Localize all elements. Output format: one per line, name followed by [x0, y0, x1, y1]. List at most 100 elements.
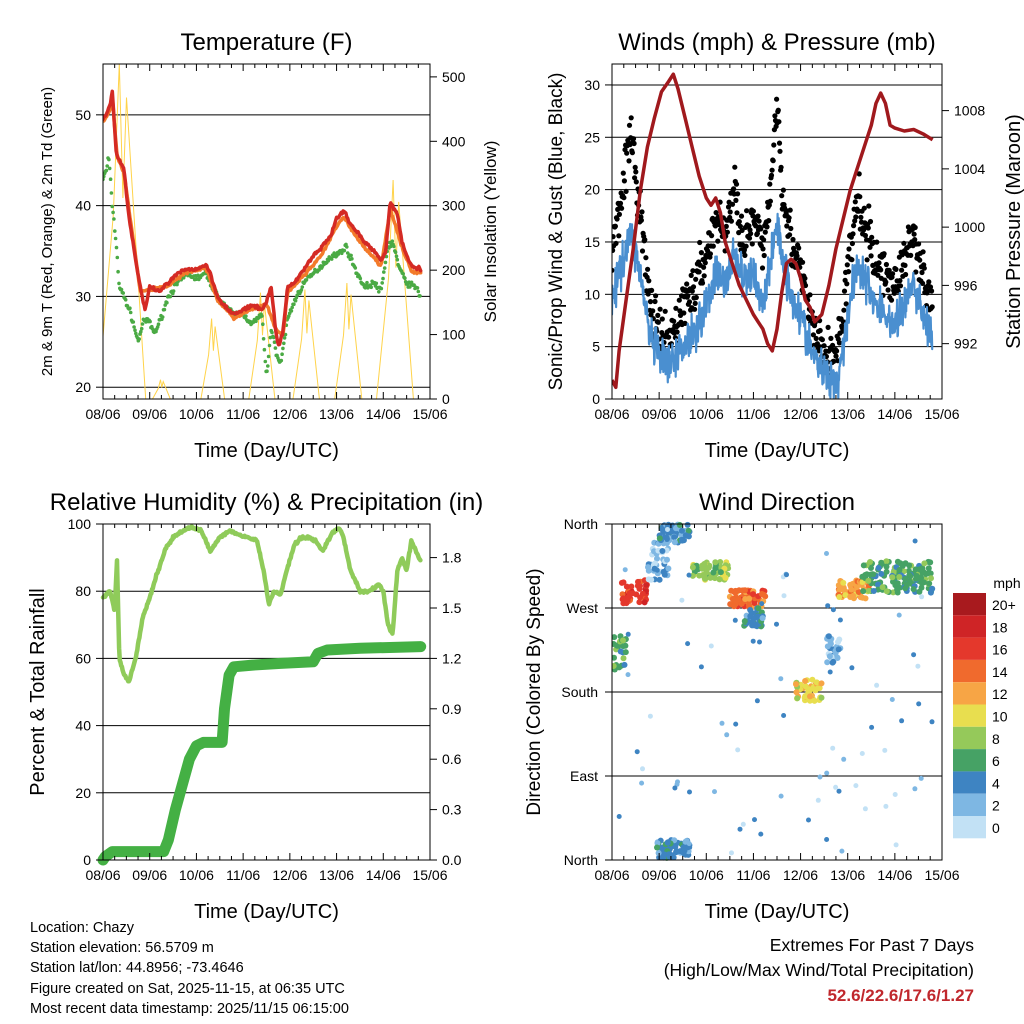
direction-point	[918, 775, 924, 781]
direction-point	[830, 745, 836, 751]
direction-point	[838, 585, 845, 592]
y-tick-label: 40	[75, 198, 91, 214]
dewpoint-point	[139, 326, 144, 331]
direction-point	[916, 701, 922, 707]
legend-label: 20+	[992, 597, 1016, 613]
direction-point	[684, 521, 691, 528]
gust-point	[780, 187, 787, 193]
direction-point	[679, 597, 685, 603]
gust-point	[676, 297, 682, 303]
dewpoint-point	[358, 276, 363, 281]
direction-point	[625, 631, 631, 637]
gust-point	[821, 343, 827, 349]
y-tick-label: 20	[75, 379, 91, 395]
plot-frame	[102, 63, 431, 400]
y-tick-label: 30	[584, 77, 600, 93]
direction-point	[811, 697, 818, 704]
humidity-series	[97, 524, 427, 866]
x-tick-label: 14/06	[366, 867, 401, 883]
dewpoint-point	[171, 289, 176, 293]
gust-point	[724, 229, 731, 235]
direction-point	[802, 683, 809, 690]
x-tick-label: 12/06	[272, 867, 307, 883]
direction-point	[865, 587, 872, 594]
direction-point	[623, 583, 630, 590]
gust-point	[731, 186, 737, 192]
gust-point	[852, 199, 858, 205]
gust-point	[693, 276, 699, 282]
dewpoint-point	[395, 257, 400, 262]
dewpoint-point	[134, 331, 138, 336]
y2-axis-label: Station Pressure (Maroon)	[1003, 114, 1024, 349]
direction-point	[758, 831, 764, 837]
dewpoint-point	[408, 285, 412, 289]
gust-point	[761, 252, 767, 259]
winds-series	[612, 72, 935, 399]
gust-point	[794, 253, 800, 259]
direction-point	[830, 607, 836, 613]
gust-point	[697, 239, 703, 246]
y-axis-label: Sonic/Prop Wind & Gust (Blue, Black)	[546, 73, 567, 391]
dewpoint-point	[382, 266, 387, 270]
gust-point	[916, 241, 922, 247]
legend-title: mph	[993, 575, 1020, 591]
winds-pressure-panel: 992 996 1000 1004 1008 Station Pressure (Maro…	[546, 29, 1024, 462]
direction-point	[659, 526, 666, 533]
direction-point	[929, 719, 935, 725]
direction-point	[818, 694, 825, 701]
speed-legend: mph 20+ 18 16 14 12 10 8 6 4 2 0	[953, 575, 1021, 839]
legend-label: 6	[992, 753, 1000, 769]
gust-point	[760, 246, 766, 252]
gust-point	[725, 204, 732, 210]
gust-point	[853, 214, 859, 220]
dewpoint-point	[112, 217, 116, 221]
x-tick-label: 08/06	[85, 867, 120, 883]
y2-tick-label: 0.3	[442, 802, 462, 818]
direction-point	[659, 548, 666, 554]
direction-point	[809, 676, 816, 683]
direction-point	[919, 566, 925, 573]
gust-point	[831, 358, 837, 364]
gust-point	[659, 316, 665, 322]
gust-point	[891, 290, 897, 296]
gust-point	[921, 265, 927, 271]
direction-point	[837, 617, 843, 623]
dewpoint-point	[365, 280, 369, 285]
legend-swatch	[953, 682, 986, 705]
dewpoint-point	[132, 325, 136, 329]
gust-point	[696, 269, 702, 275]
recent-timestamp: Most recent data timestamp: 2025/11/15 0…	[30, 1000, 349, 1017]
gust-point	[902, 262, 908, 268]
gust-point	[748, 231, 754, 237]
gust-point	[876, 260, 882, 266]
dewpoint-point	[394, 254, 399, 258]
dewpoint-point	[342, 248, 347, 253]
dewpoint-point	[114, 245, 119, 250]
direction-point	[913, 575, 919, 582]
gust-point	[707, 251, 714, 257]
x-tick-label: 13/06	[319, 406, 354, 422]
direction-point	[878, 570, 885, 577]
gust-point	[744, 208, 750, 214]
gust-point	[699, 280, 706, 286]
direction-point	[732, 617, 738, 623]
gust-point	[709, 233, 715, 239]
x-tick-label: 09/06	[642, 867, 677, 883]
y2-tick-label: 500	[442, 69, 466, 85]
direction-point	[883, 588, 890, 595]
direction-point	[889, 697, 895, 702]
gust-point	[686, 299, 693, 305]
legend-label: 14	[992, 664, 1008, 680]
humidity-line	[100, 524, 423, 684]
gust-point	[620, 170, 626, 176]
direction-point	[906, 562, 913, 569]
direction-point	[671, 539, 678, 546]
gust-point	[632, 175, 638, 181]
gust-point	[926, 279, 932, 285]
direction-point	[625, 672, 631, 678]
direction-point	[749, 619, 756, 626]
y-tick-label: 15	[584, 234, 600, 250]
direction-point	[703, 569, 710, 576]
direction-point	[817, 774, 823, 780]
direction-point	[896, 567, 903, 573]
